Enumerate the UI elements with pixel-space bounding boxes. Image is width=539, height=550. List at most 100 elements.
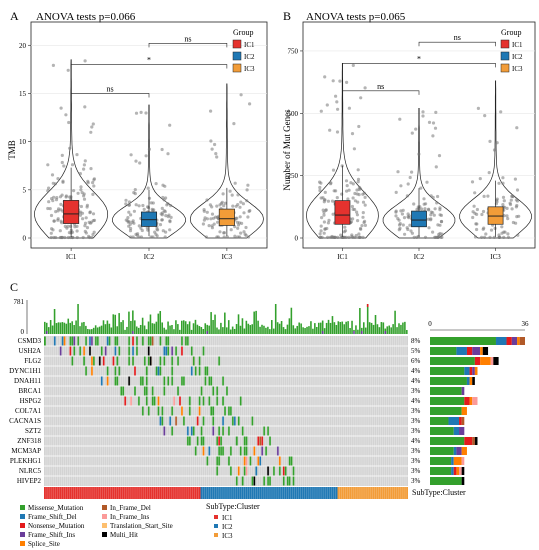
data-point [84,216,88,220]
data-point [75,229,79,233]
gene-percent-HIVEP2: 3% [411,477,421,485]
mutation-cell-CSMD3 [165,336,168,346]
tmb-bar [57,322,60,334]
mutation-cell-CSMD3 [77,336,80,346]
mutation-cell-DNAH11 [167,376,170,386]
mutation-cell-DNAH11 [180,376,183,386]
gene-percent-USH2A: 5% [411,347,421,355]
gene-bar-DYNC1H1 [464,367,470,375]
data-point [403,232,407,236]
data-point [319,196,323,200]
mutation-cell-NLRC5 [255,466,258,476]
mutation-cell-PLEKHG1 [278,456,281,466]
tmb-bar [92,327,95,334]
data-point [210,205,214,209]
data-point [323,75,327,79]
data-point [357,232,361,236]
data-point [338,79,342,83]
data-point [73,225,77,229]
tmb-bar [143,325,146,334]
data-point [61,180,65,184]
data-point [475,207,479,212]
data-point [356,219,360,223]
panel-b-legend-title: Group [501,28,521,37]
y-tick-label: 10 [19,138,27,146]
gene-bar-DNAH11 [466,377,470,385]
data-point [319,109,323,113]
data-point [486,194,490,198]
tmb-bar [404,321,406,334]
mutation-cell-FLG2 [128,356,131,366]
legend-label-IC1: IC1 [244,41,255,49]
tmb-bar [157,313,160,334]
significance-label: * [417,54,421,63]
tmb-bar [229,329,232,334]
data-point [236,193,240,197]
data-point [233,181,237,185]
mutation-cell-BRCA1 [163,386,166,396]
mutation-cell-ZNF318 [245,436,248,446]
gene-bar-CSMD3 [519,337,525,345]
data-point [363,223,367,227]
data-point [433,126,438,130]
cluster-legend-swatch-IC3 [214,533,218,537]
legend-label-In_Frame_Ins: In_Frame_Ins [110,513,150,521]
data-point [210,212,215,216]
mutation-cell-COL7A1 [161,406,164,416]
data-point [398,226,402,230]
data-point [164,230,168,234]
panel-b-title: ANOVA tests p=0.065 [306,11,406,23]
tmb-bar [327,319,330,334]
data-point [205,210,209,214]
data-point [394,210,398,214]
panel-a-legend: Group IC1 IC2 IC3 [232,28,255,73]
data-point [248,102,252,106]
gene-labels: CSMD3 USH2A FLG2 DYNC1H1 DNAH11 BRCA1 HSPG2 COL… [9,337,41,485]
tmb-bar [202,329,205,334]
data-point [58,195,63,199]
mutation-cell-HSPG2 [153,396,156,406]
data-point [435,201,439,205]
mutation-cell-BRCA1 [145,386,148,396]
legend-label-IC2: IC2 [244,53,255,61]
mutation-cell-HSPG2 [198,396,201,406]
mutation-cell-CSMD3 [61,336,64,346]
legend-label-IC1: IC1 [512,41,523,49]
gene-bar-COL7A1 [461,407,467,415]
data-point [505,214,509,218]
data-point [476,106,480,110]
tmb-bar [390,327,392,334]
data-point [76,191,80,195]
tmb-bar [167,321,169,334]
data-point [129,213,133,217]
mutation-cell-USH2A [165,346,168,356]
box-IC1 [63,200,80,224]
data-point [53,182,58,186]
data-point [126,216,130,220]
mutation-cell-HSPG2 [202,396,205,406]
tmb-bar [139,324,142,334]
data-point [437,232,441,237]
tmb-bar [331,316,334,334]
data-point [359,96,363,100]
annotation-label: SubType:Cluster [412,488,466,497]
data-point [331,212,335,216]
data-point [345,184,349,188]
significance-bracket [342,90,420,95]
data-point [439,219,444,224]
significance-bracket [70,64,228,69]
gene-bar-DNAH11 [472,377,475,385]
mutation-cell-ZNF318 [220,436,223,446]
gene-bar-NLRC5 [453,467,457,475]
data-point [398,117,402,121]
data-point [160,147,164,152]
data-point [326,235,330,239]
oncoplot-cells [44,336,295,486]
data-point [345,189,349,193]
data-point [150,207,154,211]
data-point [132,209,136,213]
mutation-cell-SZT2 [263,426,266,436]
mutation-cell-CSMD3 [186,336,189,346]
data-point [244,225,248,230]
data-point [154,232,158,236]
